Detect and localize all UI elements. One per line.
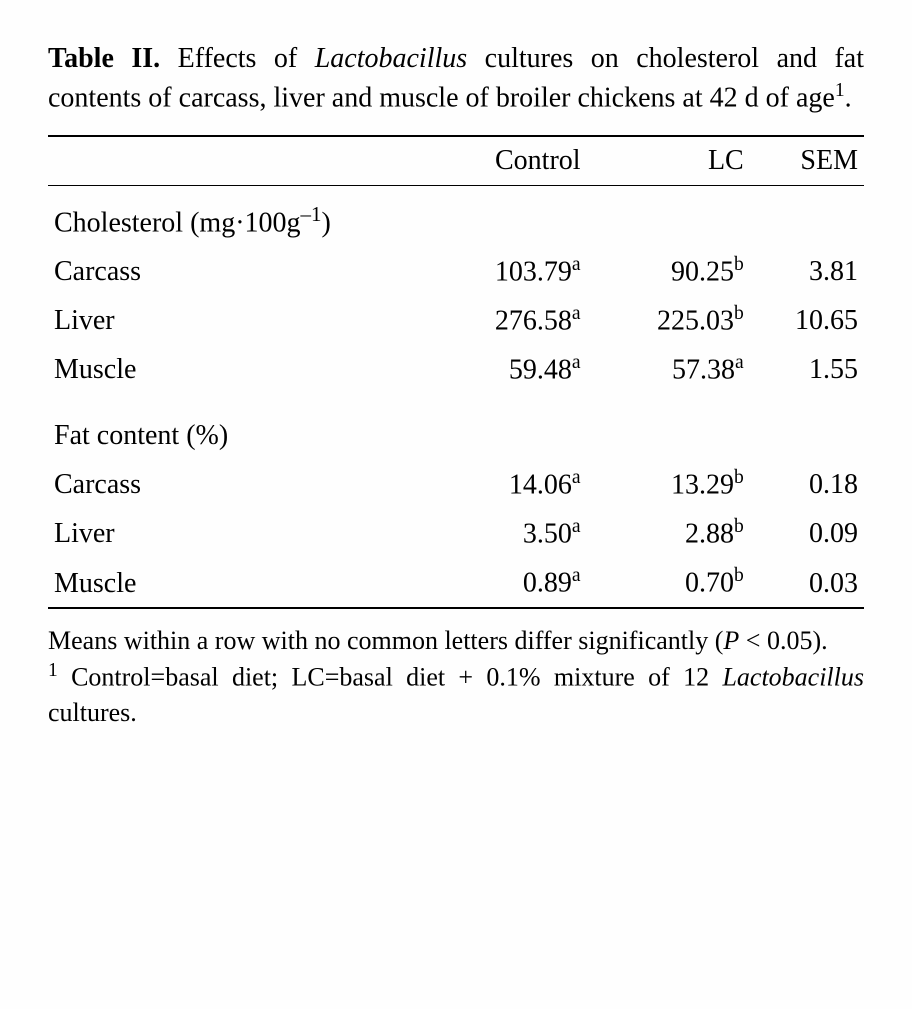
val: 0.70 [685, 568, 734, 599]
data-table: Control LC SEM Cholesterol (mg·100g–1) C… [48, 135, 864, 609]
cell-control: 59.48a [407, 345, 587, 403]
table-row: Carcass 103.79a 90.25b 3.81 [48, 247, 864, 296]
val: 57.38 [672, 354, 735, 385]
cell-lc: 57.38a [587, 345, 750, 403]
cell-control: 14.06a [407, 460, 587, 509]
sup: a [572, 516, 581, 537]
cell-lc: 13.29b [587, 460, 750, 509]
cell-sem: 0.03 [750, 558, 864, 608]
header-control: Control [407, 136, 587, 185]
val: 276.58 [495, 305, 572, 336]
fn1-p: P [723, 626, 739, 655]
row-label: Liver [48, 509, 407, 558]
fn1-post: < 0.05). [739, 626, 827, 655]
cell-control: 276.58a [407, 296, 587, 345]
sup: b [734, 254, 744, 275]
fn2-italic: Lactobacillus [722, 663, 864, 692]
table-caption: Table II. Effects of Lactobacillus cultu… [48, 40, 864, 117]
sup: a [572, 254, 581, 275]
cell-sem: 0.09 [750, 509, 864, 558]
caption-end: . [845, 82, 852, 113]
table-footnotes: Means within a row with no common letter… [48, 623, 864, 730]
row-label: Muscle [48, 345, 407, 403]
cell-control: 0.89a [407, 558, 587, 608]
header-blank [48, 136, 407, 185]
val: 3.50 [523, 518, 572, 549]
sup: a [572, 303, 581, 324]
section1-title-post: ) [322, 207, 331, 238]
caption-label: Table II. [48, 43, 160, 74]
row-label: Carcass [48, 247, 407, 296]
section1-title-pre: Cholesterol (mg·100g [54, 207, 301, 238]
cell-sem: 1.55 [750, 345, 864, 403]
cell-control: 103.79a [407, 247, 587, 296]
caption-sup: 1 [835, 80, 845, 101]
row-label: Muscle [48, 558, 407, 608]
section-header: Fat content (%) [48, 403, 864, 460]
header-lc: LC [587, 136, 750, 185]
val: 2.88 [685, 518, 734, 549]
cell-lc: 2.88b [587, 509, 750, 558]
caption-italic: Lactobacillus [315, 43, 467, 74]
fn2-pre: Control=basal diet; LC=basal diet + 0.1%… [58, 663, 723, 692]
section1-title-sup: –1 [301, 202, 322, 226]
cell-lc: 225.03b [587, 296, 750, 345]
val: 225.03 [657, 305, 734, 336]
cell-lc: 90.25b [587, 247, 750, 296]
table-row: Muscle 59.48a 57.38a 1.55 [48, 345, 864, 403]
table-row: Liver 3.50a 2.88b 0.09 [48, 509, 864, 558]
fn1-pre: Means within a row with no common letter… [48, 626, 723, 655]
sup: a [572, 565, 581, 586]
section-header: Cholesterol (mg·100g–1) [48, 185, 864, 247]
sup: a [735, 352, 744, 373]
section1-title: Cholesterol (mg·100g–1) [48, 185, 864, 247]
sup: b [734, 467, 744, 488]
row-label: Liver [48, 296, 407, 345]
table-row: Liver 276.58a 225.03b 10.65 [48, 296, 864, 345]
header-row: Control LC SEM [48, 136, 864, 185]
cell-sem: 0.18 [750, 460, 864, 509]
val: 13.29 [671, 469, 734, 500]
table-wrapper: Table II. Effects of Lactobacillus cultu… [48, 40, 864, 730]
val: 0.89 [523, 568, 572, 599]
sup: a [572, 467, 581, 488]
row-label: Carcass [48, 460, 407, 509]
footnote-significance: Means within a row with no common letter… [48, 623, 864, 658]
val: 14.06 [509, 469, 572, 500]
table-row: Carcass 14.06a 13.29b 0.18 [48, 460, 864, 509]
cell-sem: 10.65 [750, 296, 864, 345]
table-row: Muscle 0.89a 0.70b 0.03 [48, 558, 864, 608]
val: 59.48 [509, 354, 572, 385]
sup: a [572, 352, 581, 373]
footnote-legend: 1 Control=basal diet; LC=basal diet + 0.… [48, 658, 864, 730]
fn2-sup: 1 [48, 660, 58, 681]
cell-lc: 0.70b [587, 558, 750, 608]
cell-sem: 3.81 [750, 247, 864, 296]
fn2-post: cultures. [48, 698, 137, 727]
sup: b [734, 565, 744, 586]
caption-pre: Effects of [160, 43, 315, 74]
header-sem: SEM [750, 136, 864, 185]
sup: b [734, 516, 744, 537]
val: 90.25 [671, 256, 734, 287]
sup: b [734, 303, 744, 324]
val: 103.79 [495, 256, 572, 287]
cell-control: 3.50a [407, 509, 587, 558]
section2-title: Fat content (%) [48, 403, 864, 460]
